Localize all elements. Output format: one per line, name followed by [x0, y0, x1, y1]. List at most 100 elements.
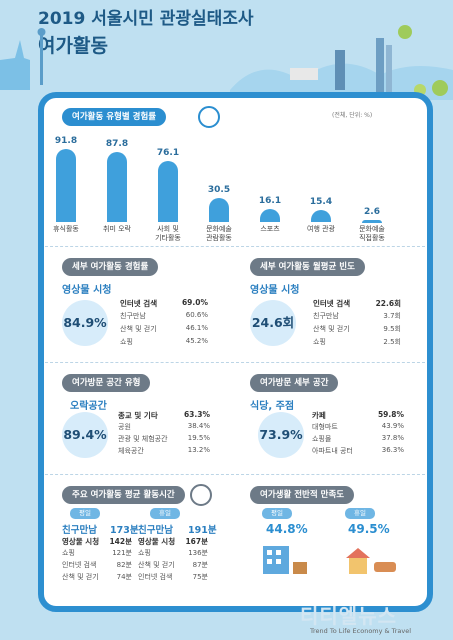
stat-row-name: 인터넷 검색	[62, 561, 97, 569]
stat-row-value: 43.9%	[381, 422, 404, 430]
stat-row-name: 공원	[118, 423, 131, 431]
stat-row-name: 체육공간	[118, 447, 144, 455]
stat-row-value: 60.6%	[185, 311, 208, 319]
stat-row-value: 19.5%	[187, 434, 210, 442]
stat-row-value: 121분	[112, 549, 132, 557]
office-building-illustration	[263, 546, 307, 574]
bar-category-label: 사회 및 기타활동	[146, 225, 190, 243]
stat-row-name: 산책 및 걷기	[138, 561, 175, 569]
stat-row-name: 친구만남	[120, 312, 146, 320]
section-title-activity-time: 주요 여가활동 평균 활동시간	[62, 486, 185, 504]
stat-row-value: 38.4%	[187, 422, 210, 430]
bar-category-label: 문화예술 직접활동	[350, 225, 394, 243]
section-title-space-type: 여가방문 공간 유형	[62, 374, 151, 392]
weekday-satisfaction: 44.8%	[266, 522, 308, 536]
stat-row-value: 45.2%	[185, 337, 208, 345]
stat-row-value: 87분	[192, 561, 208, 569]
holiday-lead-value: 191분	[188, 525, 217, 536]
stat-row-name: 친구만남	[313, 312, 339, 320]
bar-category-label: 스포츠	[248, 225, 292, 234]
bar	[209, 197, 229, 222]
bar-value-label: 76.1	[156, 148, 180, 159]
bar-category-line: 관람활동	[206, 234, 232, 242]
section-title-satisfaction: 여가생활 전반적 만족도	[250, 486, 355, 504]
bar-category-line: 여행 관광	[307, 225, 335, 233]
bar-value-label: 87.8	[105, 138, 129, 149]
bar-category-line: 취미 오락	[103, 225, 131, 233]
lead-activity: 영상물 시청	[62, 285, 112, 296]
holiday-tag: 휴일	[345, 508, 375, 519]
stat-row-name: 아파트내 공터	[312, 447, 353, 455]
stat-row-name: 산책 및 걷기	[313, 325, 350, 333]
pct-circle: 73.9%	[258, 412, 304, 458]
stat-row-value: 13.2%	[187, 446, 210, 454]
stat-row-value: 36.3%	[381, 446, 404, 454]
brand-tagline: Trend To Life Economy & Travel	[310, 627, 412, 635]
stat-row-name: 카페	[312, 411, 326, 420]
bar	[56, 148, 76, 222]
weekday-lead-value: 173분	[110, 525, 139, 536]
holiday-lead: 친구만남	[138, 525, 173, 536]
seoul-skyline-illustration	[0, 25, 453, 100]
bar	[311, 209, 331, 222]
stat-row-value: 46.1%	[185, 324, 208, 332]
page-title: 2019 서울시민 관광실태조사	[38, 9, 254, 29]
weekday-lead: 친구만남	[62, 525, 97, 536]
bar-value-label: 30.5	[207, 184, 231, 195]
divider	[45, 362, 425, 363]
pct-circle: 84.9%	[62, 300, 108, 346]
stat-row-name: 종교 및 기타	[118, 411, 158, 420]
bar-value-label: 15.4	[309, 196, 333, 207]
bar-category-line: 스포츠	[260, 225, 280, 233]
weekday-tag: 평일	[262, 508, 292, 519]
stat-row-name: 인터넷 검색	[313, 299, 351, 308]
bar-category-label: 취미 오락	[95, 225, 139, 234]
bar-category-line: 기타활동	[155, 234, 181, 242]
lead-space: 식당, 주점	[250, 401, 295, 412]
lead-space: 오락공간	[70, 401, 107, 412]
bar-category-line: 휴식활동	[53, 225, 79, 233]
bar-category-label: 여행 관광	[299, 225, 343, 234]
divider	[45, 474, 425, 475]
bar-category-label: 휴식활동	[44, 225, 88, 234]
stat-row-name: 쇼핑	[62, 549, 75, 557]
stat-row-name: 인터넷 검색	[138, 573, 173, 581]
stat-row-name: 쇼핑몰	[312, 435, 332, 443]
bar	[158, 161, 178, 222]
bar	[107, 151, 127, 222]
bar-category-line: 직접활동	[359, 234, 385, 242]
stat-row-value: 69.0%	[181, 298, 208, 307]
stat-row-value: 142분	[109, 537, 132, 546]
stat-row-value: 9.5회	[383, 325, 401, 333]
stat-row-value: 167분	[185, 537, 208, 546]
divider	[45, 246, 425, 247]
stat-row-value: 59.8%	[377, 410, 404, 419]
bar-category-label: 문화예술 관람활동	[197, 225, 241, 243]
stat-row-value: 2.5회	[383, 338, 401, 346]
unit-note: (전체, 단위: %)	[332, 112, 373, 119]
stat-row-value: 3.7회	[383, 312, 401, 320]
brand-logo: 티티엘뉴스	[300, 604, 397, 628]
bar	[362, 219, 382, 223]
stat-row-name: 영상물 시청	[138, 537, 176, 546]
stat-row-name: 산책 및 걷기	[62, 573, 99, 581]
section-title-space-detail: 여가방문 세부 공간	[250, 374, 339, 392]
stat-row-name: 쇼핑	[138, 549, 151, 557]
stat-row-value: 37.8%	[381, 434, 404, 442]
bar-value-label: 91.8	[54, 135, 78, 146]
stat-row-name: 관광 및 체험공간	[118, 435, 168, 443]
stat-row-value: 74분	[116, 573, 132, 581]
section-title-experience: 여가활동 유형별 경험률	[62, 108, 167, 126]
bar-category-line: 문화예술	[359, 225, 385, 233]
bar-value-label: 16.1	[258, 196, 282, 207]
holiday-tag: 휴일	[150, 508, 180, 519]
stat-row-name: 인터넷 검색	[120, 299, 158, 308]
search-icon	[198, 106, 220, 128]
pct-circle: 24.6회	[250, 300, 296, 346]
stat-row-value: 82분	[116, 561, 132, 569]
bar-category-line: 사회 및	[157, 225, 179, 233]
house-sofa-illustration	[346, 548, 396, 574]
stat-row-value: 75분	[192, 573, 208, 581]
stat-row-value: 136분	[188, 549, 208, 557]
stat-row-name: 쇼핑	[120, 338, 133, 346]
